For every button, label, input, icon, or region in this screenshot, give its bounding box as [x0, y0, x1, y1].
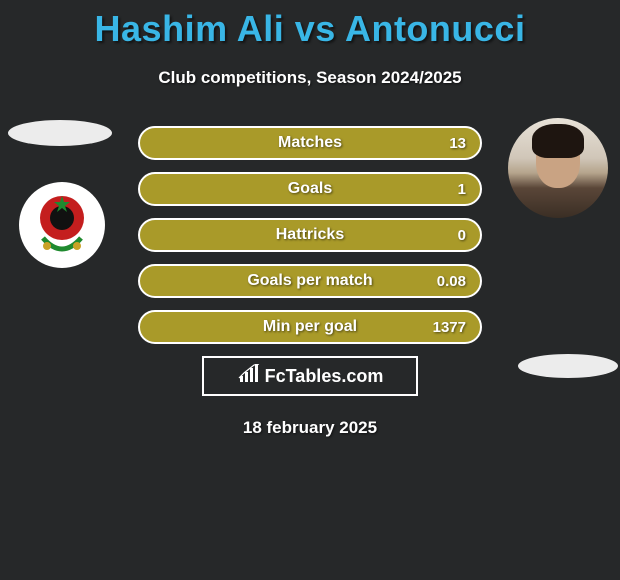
comparison-content: Matches 13 Goals 1 Hattricks 0 Goals per…: [0, 122, 620, 438]
chart-icon: [237, 364, 261, 389]
stat-bar-matches: Matches 13: [138, 126, 482, 160]
stat-label: Hattricks: [276, 226, 344, 244]
stat-bar-min-per-goal: Min per goal 1377: [138, 310, 482, 344]
left-player-column: [8, 122, 116, 268]
stat-bars: Matches 13 Goals 1 Hattricks 0 Goals per…: [138, 122, 482, 344]
stat-value-right: 0: [458, 227, 466, 244]
left-club-badge: [19, 182, 105, 268]
stat-row: Matches 13: [138, 126, 482, 160]
page-subtitle: Club competitions, Season 2024/2025: [0, 68, 620, 88]
stat-bar-hattricks: Hattricks 0: [138, 218, 482, 252]
right-player-column: [504, 122, 612, 378]
stat-row: Goals 1: [138, 172, 482, 206]
stat-label: Goals per match: [247, 272, 372, 290]
stat-value-right: 0.08: [437, 273, 466, 290]
stat-value-right: 1: [458, 181, 466, 198]
stat-bar-goals-per-match: Goals per match 0.08: [138, 264, 482, 298]
stat-row: Min per goal 1377: [138, 310, 482, 344]
stat-label: Min per goal: [263, 318, 357, 336]
right-country-flag: [518, 354, 618, 378]
stat-value-right: 1377: [433, 319, 466, 336]
right-player-photo: [508, 118, 608, 218]
stat-row: Goals per match 0.08: [138, 264, 482, 298]
page-title: Hashim Ali vs Antonucci: [0, 0, 620, 50]
stat-bar-goals: Goals 1: [138, 172, 482, 206]
left-country-flag: [8, 120, 112, 146]
brand-name: FcTables.com: [265, 366, 384, 387]
brand-attribution: FcTables.com: [202, 356, 418, 396]
snapshot-date: 18 february 2025: [0, 418, 620, 438]
left-club-crest-icon: [27, 190, 97, 260]
stat-label: Matches: [278, 134, 342, 152]
stat-label: Goals: [288, 180, 332, 198]
stat-row: Hattricks 0: [138, 218, 482, 252]
stat-value-right: 13: [449, 135, 466, 152]
